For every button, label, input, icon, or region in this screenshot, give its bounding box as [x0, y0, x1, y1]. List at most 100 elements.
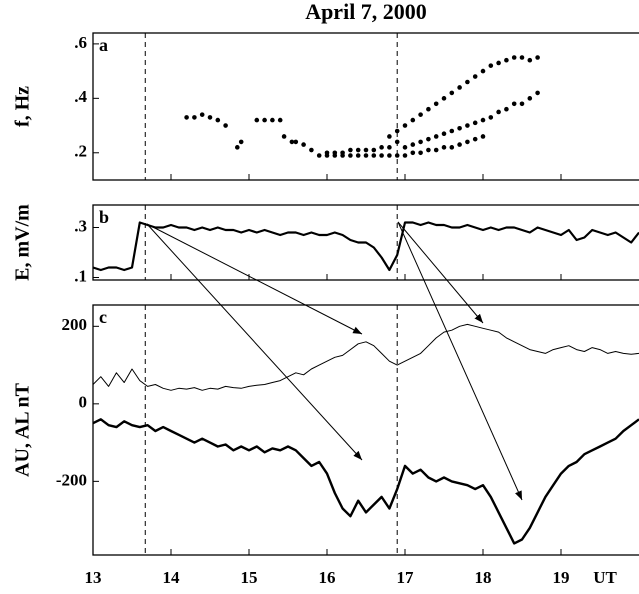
point — [488, 63, 494, 68]
x-tick-label: 16 — [319, 568, 336, 587]
point — [355, 153, 361, 158]
point — [192, 115, 197, 120]
series-line — [92, 323, 639, 391]
point — [355, 147, 361, 153]
point — [441, 145, 447, 150]
point — [496, 60, 501, 66]
point — [410, 150, 416, 156]
panel-label: c — [99, 307, 107, 327]
y-axis-label: f, Hz — [12, 86, 34, 127]
series-line — [92, 221, 639, 272]
point — [410, 117, 416, 123]
point — [504, 57, 509, 63]
point — [449, 145, 455, 150]
point — [394, 128, 400, 134]
point — [472, 136, 478, 142]
plot-frame — [92, 32, 639, 181]
point — [332, 150, 338, 156]
point — [207, 115, 213, 120]
point — [379, 145, 384, 150]
point — [410, 142, 416, 147]
point — [394, 139, 400, 145]
panel-label: b — [99, 207, 109, 227]
x-tick-label: 19 — [553, 568, 570, 587]
point — [223, 123, 228, 128]
point — [504, 106, 509, 112]
point — [433, 134, 439, 139]
point — [289, 139, 295, 145]
y-tick-label: 200 — [62, 315, 88, 334]
point — [465, 123, 470, 128]
point — [199, 112, 205, 117]
x-tick-label: 13 — [85, 568, 102, 587]
point — [426, 136, 431, 142]
point — [480, 117, 486, 123]
x-tick-label: 17 — [397, 568, 415, 587]
point — [480, 68, 486, 74]
point — [433, 147, 439, 153]
point — [457, 85, 462, 90]
point — [449, 128, 455, 134]
point — [457, 125, 462, 131]
plot-frame — [92, 204, 639, 281]
point — [511, 101, 517, 107]
point — [371, 153, 377, 158]
chart-title: April 7, 2000 — [305, 0, 427, 24]
point — [363, 153, 369, 158]
point — [316, 153, 322, 158]
arrow — [146, 223, 363, 461]
point — [293, 139, 299, 145]
point — [535, 55, 540, 60]
point — [379, 153, 384, 158]
point — [348, 147, 353, 153]
arrow — [397, 221, 484, 324]
point — [402, 153, 408, 158]
point — [519, 101, 525, 107]
y-tick-label: .1 — [74, 266, 87, 285]
y-axis-label: E, mV/m — [12, 204, 34, 281]
point — [472, 120, 478, 126]
point — [387, 134, 392, 139]
point — [472, 74, 478, 79]
point — [394, 153, 400, 158]
point — [496, 109, 501, 115]
point — [457, 142, 462, 147]
point — [371, 147, 377, 153]
point — [262, 117, 267, 123]
point — [465, 139, 470, 145]
point — [235, 145, 240, 150]
point — [402, 123, 408, 128]
point — [387, 153, 392, 158]
y-axis-label: AU, AL nT — [12, 382, 34, 477]
x-axis-label: UT — [593, 568, 617, 587]
point — [441, 96, 447, 101]
arrows — [146, 221, 523, 501]
point — [340, 150, 345, 156]
y-tick-label: .2 — [74, 142, 87, 161]
point — [184, 115, 189, 120]
point — [527, 96, 533, 101]
point — [418, 112, 423, 117]
point — [449, 90, 455, 96]
point — [488, 115, 494, 120]
y-tick-label: .6 — [74, 33, 87, 52]
point — [433, 101, 439, 107]
point — [441, 131, 447, 137]
point — [348, 153, 353, 158]
point — [426, 106, 431, 112]
point — [301, 142, 306, 147]
arrow — [146, 223, 363, 335]
point — [402, 145, 408, 150]
point — [270, 117, 275, 123]
point — [465, 79, 470, 85]
x-tick-label: 14 — [163, 568, 181, 587]
x-tick-label: 18 — [475, 568, 492, 587]
point — [387, 145, 392, 150]
point — [511, 55, 517, 60]
point — [480, 134, 486, 139]
point — [277, 117, 283, 123]
point — [324, 150, 330, 156]
point — [309, 147, 314, 153]
point — [363, 147, 369, 153]
